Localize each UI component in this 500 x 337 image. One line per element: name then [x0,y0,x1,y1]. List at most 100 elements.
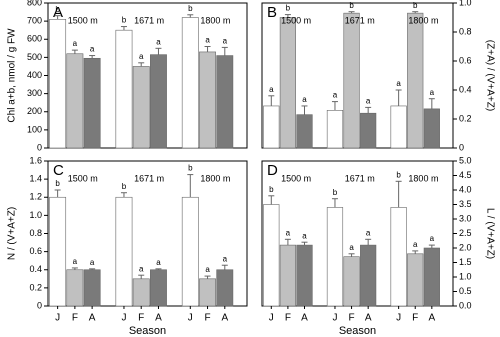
significance-letter: a [366,228,371,237]
x-tick-label: A [301,313,308,324]
bar [150,269,167,307]
bar [326,207,344,307]
y-tick-label: 0 [37,300,42,310]
x-tick-label: A [221,313,228,324]
y-tick-label: 0.6 [29,246,42,256]
y-tick-label: 2.5 [459,228,472,238]
significance-letter: b [413,1,418,10]
bar [66,53,84,149]
bar [263,105,280,149]
y-tick-label: 0.2 [29,282,42,292]
significance-letter: a [156,258,161,267]
significance-letter: a [205,265,210,274]
y-tick-label: 1.6 [29,155,42,165]
significance-letter: b [349,1,354,10]
significance-letter: b [55,5,60,14]
y-tick-label: 4.5 [459,170,472,180]
y-tick-label: 1.5 [459,257,472,267]
bar [343,12,360,149]
x-tick-label: F [285,313,291,324]
y-tick-label: 0.6 [459,55,472,65]
bar [181,196,199,307]
y-tick-label: 4.0 [459,184,472,194]
x-tick-label: A [89,313,96,324]
x-tick-label: J [55,313,60,324]
category-label: 1671 m [345,15,375,25]
bar [296,244,313,307]
y-tick-label: 1.0 [29,210,42,220]
x-tick-label: F [349,313,355,324]
y-tick-label: 0.4 [29,264,42,274]
bar [132,278,150,307]
significance-letter: a [366,97,371,106]
x-tick-label: J [188,313,193,324]
significance-letter: b [188,164,193,173]
significance-letter: a [430,88,435,97]
y-tick-label: 5.0 [459,155,472,165]
y-tick-label: 3.5 [459,199,472,209]
y-tick-label: 0.8 [459,26,472,36]
bar [343,256,360,307]
x-tick-label: F [72,313,78,324]
significance-letter: a [269,85,274,94]
x-tick-label: J [269,313,274,324]
significance-letter: b [55,179,60,188]
y-tick-label: 300 [27,88,42,98]
x-tick-label: A [155,313,162,324]
y-tick-label: 100 [27,124,42,134]
category-label: 1500 m [68,15,98,25]
significance-letter: a [286,228,291,237]
bar [296,114,313,149]
y-axis-label: N / (V+A+Z) [7,207,18,260]
bar [263,204,280,307]
y-tick-label: 0.0 [459,300,472,310]
x-tick-label: F [204,313,210,324]
bar [423,108,440,149]
y-axis-label: Chl a+b, nmol / g FW [7,28,18,123]
y-axis-label: L / (V+A+Z) [484,208,495,259]
bar [407,253,424,307]
x-tick-label: A [428,313,435,324]
bar [181,17,199,149]
significance-letter: b [122,182,127,191]
y-tick-label: 600 [27,34,42,44]
bar [360,112,377,149]
y-tick-label: 0.4 [459,84,472,94]
significance-letter: b [286,4,291,13]
significance-letter: a [413,240,418,249]
y-tick-label: 0.5 [459,286,472,296]
category-label: 1671 m [134,15,164,25]
panel-letter: C [53,162,64,179]
x-tick-label: J [121,313,126,324]
y-tick-label: 3.0 [459,213,472,223]
y-tick-label: 2.0 [459,242,472,252]
x-axis-label: Season [129,325,166,337]
bar [49,19,67,149]
bar [49,196,67,307]
significance-letter: a [223,254,228,263]
significance-letter: a [73,257,78,266]
significance-letter: b [122,16,127,25]
y-tick-label: 1.4 [29,174,42,184]
y-tick-label: 0 [37,142,42,152]
bar [132,66,150,149]
x-tick-label: J [332,313,337,324]
category-label: 1671 m [345,173,375,183]
significance-letter: a [156,37,161,46]
bar [279,244,296,307]
bar [360,244,377,307]
significance-letter: a [73,39,78,48]
bar [279,17,296,149]
bar [390,207,407,307]
category-label: 1800 m [200,15,230,25]
significance-letter: a [90,45,95,54]
category-label: 1671 m [134,173,164,183]
y-axis-label: (Z+A) / (V+A+Z) [484,40,495,111]
bar [150,54,167,149]
bar [115,29,133,149]
bar [216,55,234,149]
category-label: 1500 m [281,173,311,183]
bar [423,247,440,307]
y-tick-label: 0.2 [459,113,472,123]
